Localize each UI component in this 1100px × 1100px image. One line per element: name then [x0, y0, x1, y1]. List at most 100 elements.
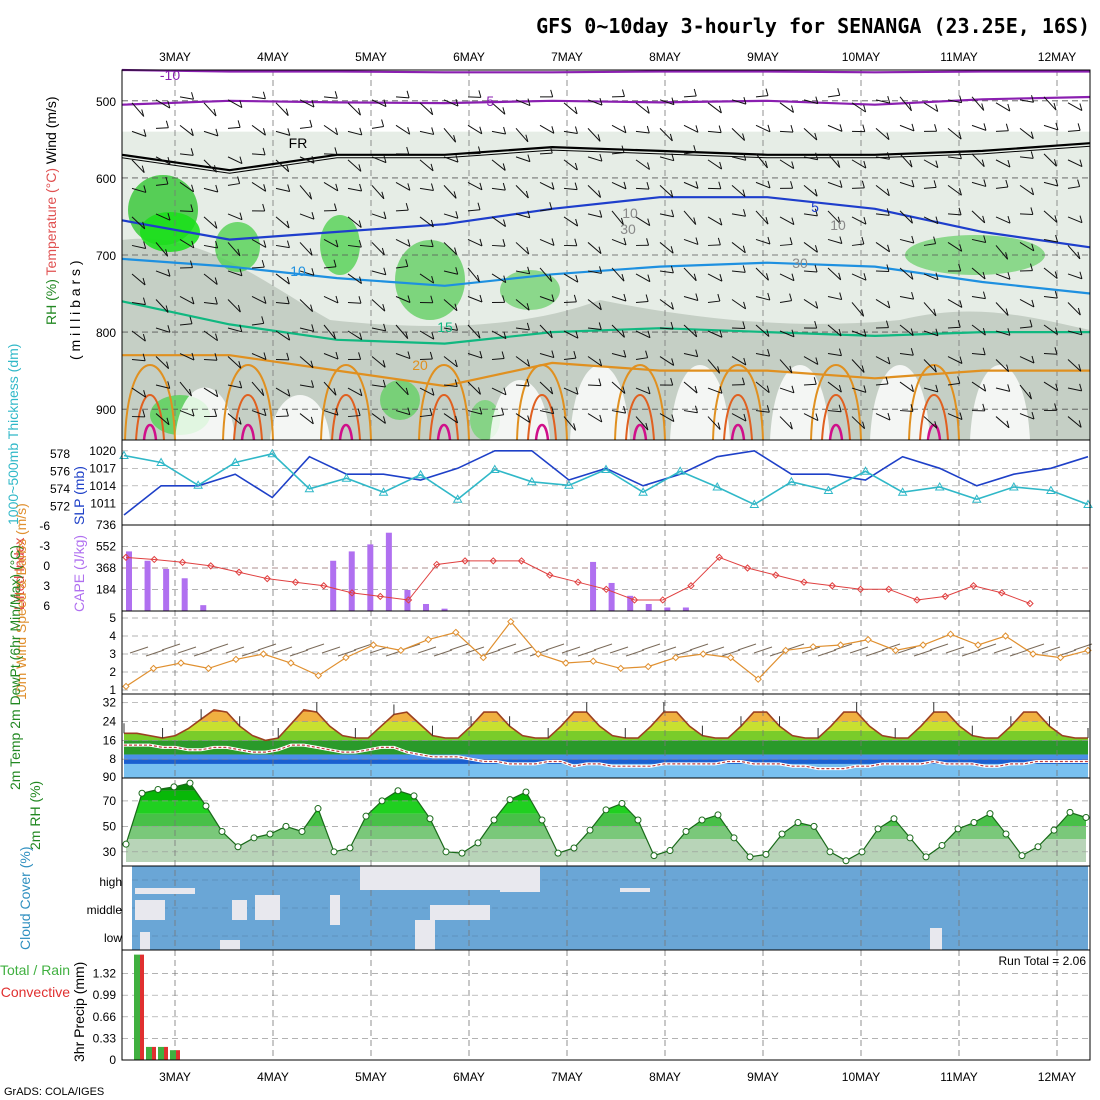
wind-barb-flag	[310, 416, 314, 425]
temperature-contour-25	[810, 364, 862, 441]
cape-bar	[181, 578, 188, 611]
wind-barb	[395, 209, 409, 212]
wind-barb	[299, 327, 314, 332]
surface-wind-barb	[209, 643, 229, 651]
wind-barb	[683, 151, 696, 155]
wind-barb	[851, 416, 865, 430]
wind-barb-flag	[574, 182, 578, 190]
wind-barb-flag	[1007, 103, 1011, 112]
wind-barb-flag	[1031, 187, 1035, 195]
surface-wind-barb	[369, 646, 389, 654]
date-label-bottom: 11MAY	[940, 1070, 978, 1084]
wind-barb	[539, 208, 552, 212]
wind-barb-flag	[527, 154, 531, 162]
surface-wind-barb	[353, 643, 373, 651]
wind-barb-flag	[1007, 159, 1011, 168]
wind-barb	[683, 210, 697, 225]
wind-barb-flag	[477, 202, 481, 210]
temp-tick-label: 8	[109, 752, 116, 766]
date-label-bottom: 8MAY	[649, 1070, 681, 1084]
wind-barb-flag	[598, 322, 602, 330]
wind-barb-flag	[285, 108, 289, 116]
ylabel-part: RH (%)	[43, 275, 59, 325]
wind-barb	[659, 242, 674, 254]
wind-barb	[659, 327, 674, 330]
wind-barb-flag	[599, 154, 603, 162]
wind-barb	[323, 153, 337, 155]
wind-barb-flag	[742, 245, 746, 253]
wind-barb	[275, 130, 291, 136]
wind-barb	[1067, 416, 1082, 428]
upper-air-unit-label: ( m i l l i b a r s )	[67, 260, 83, 360]
cape-bar	[404, 589, 411, 611]
wind-barb-flag	[1005, 308, 1009, 316]
li-tick-label: -6	[39, 519, 50, 533]
contour-label: 30	[620, 221, 636, 237]
rh-point	[394, 787, 402, 795]
wind-barb-flag	[407, 351, 411, 359]
wind-barb-flag	[741, 377, 745, 385]
wind-barb	[995, 387, 1010, 392]
wind-barb	[419, 244, 434, 248]
wind-barb-flag	[431, 388, 435, 396]
wind-barb	[563, 187, 578, 191]
wind-speed-point	[177, 659, 185, 667]
wind-barb-flag	[838, 348, 842, 356]
wind-barb	[923, 216, 939, 225]
rh-point	[858, 848, 866, 856]
surface-wind-barb	[977, 643, 997, 651]
wind-barb	[203, 102, 217, 117]
wind-barb-flag	[405, 202, 409, 211]
wind-barb	[515, 128, 529, 143]
surface-wind-barb	[673, 649, 693, 657]
wind-barb	[299, 356, 314, 369]
cloud-block	[620, 888, 650, 892]
date-label-top: 9MAY	[747, 50, 779, 64]
data-layer	[119, 68, 1093, 1060]
rh-point	[666, 847, 674, 855]
wind-barb-flag	[476, 274, 480, 283]
temperature-contour-35	[436, 423, 452, 441]
wind-barb	[179, 96, 194, 100]
rh-point	[1018, 852, 1026, 860]
wind-barb-flag	[815, 413, 819, 421]
wind-barb-flag	[286, 164, 290, 172]
lifted-index-point	[743, 564, 752, 572]
wind-barb-flag	[454, 379, 458, 387]
wind-barb-flag	[1077, 123, 1081, 131]
rh-point	[154, 785, 162, 793]
temperature-contour-5	[121, 196, 1091, 249]
wind-barb-flag	[863, 385, 867, 393]
wind-barb-flag	[142, 221, 146, 229]
precip-total-bar	[158, 1046, 164, 1060]
wind-barb	[587, 242, 602, 255]
cape-bar	[627, 595, 634, 611]
wind-barb	[947, 413, 963, 421]
wind-barb-flag	[215, 240, 219, 249]
precip-total-bar	[170, 1050, 176, 1060]
wind-barb-flag	[814, 208, 818, 216]
surface-wind-barb	[1073, 643, 1093, 651]
wind-barb	[707, 216, 723, 226]
rh-point	[794, 819, 802, 827]
wind-barb	[779, 159, 795, 169]
wind-barb-flag	[670, 189, 674, 198]
wind-barb-flag	[621, 274, 625, 282]
wind-speed-point	[781, 646, 790, 655]
wind-barb	[947, 242, 962, 252]
wind-barb	[1019, 384, 1032, 400]
convective-plume	[970, 365, 1030, 440]
cloud-block	[255, 895, 280, 920]
date-label-bottom: 6MAY	[453, 1070, 485, 1084]
temp-band	[124, 721, 1088, 731]
wind-barb-flag	[743, 153, 747, 161]
precip-tick-label: 1.32	[93, 967, 117, 981]
temperature-contour-30	[919, 394, 949, 441]
thickness-point	[786, 476, 797, 486]
wind-barb	[467, 324, 481, 339]
wind-barb	[707, 359, 720, 374]
wind-barb	[275, 330, 290, 341]
wind-barb-flag	[525, 134, 529, 142]
wind-barb-flag	[887, 356, 891, 365]
wind-barb	[707, 130, 722, 134]
